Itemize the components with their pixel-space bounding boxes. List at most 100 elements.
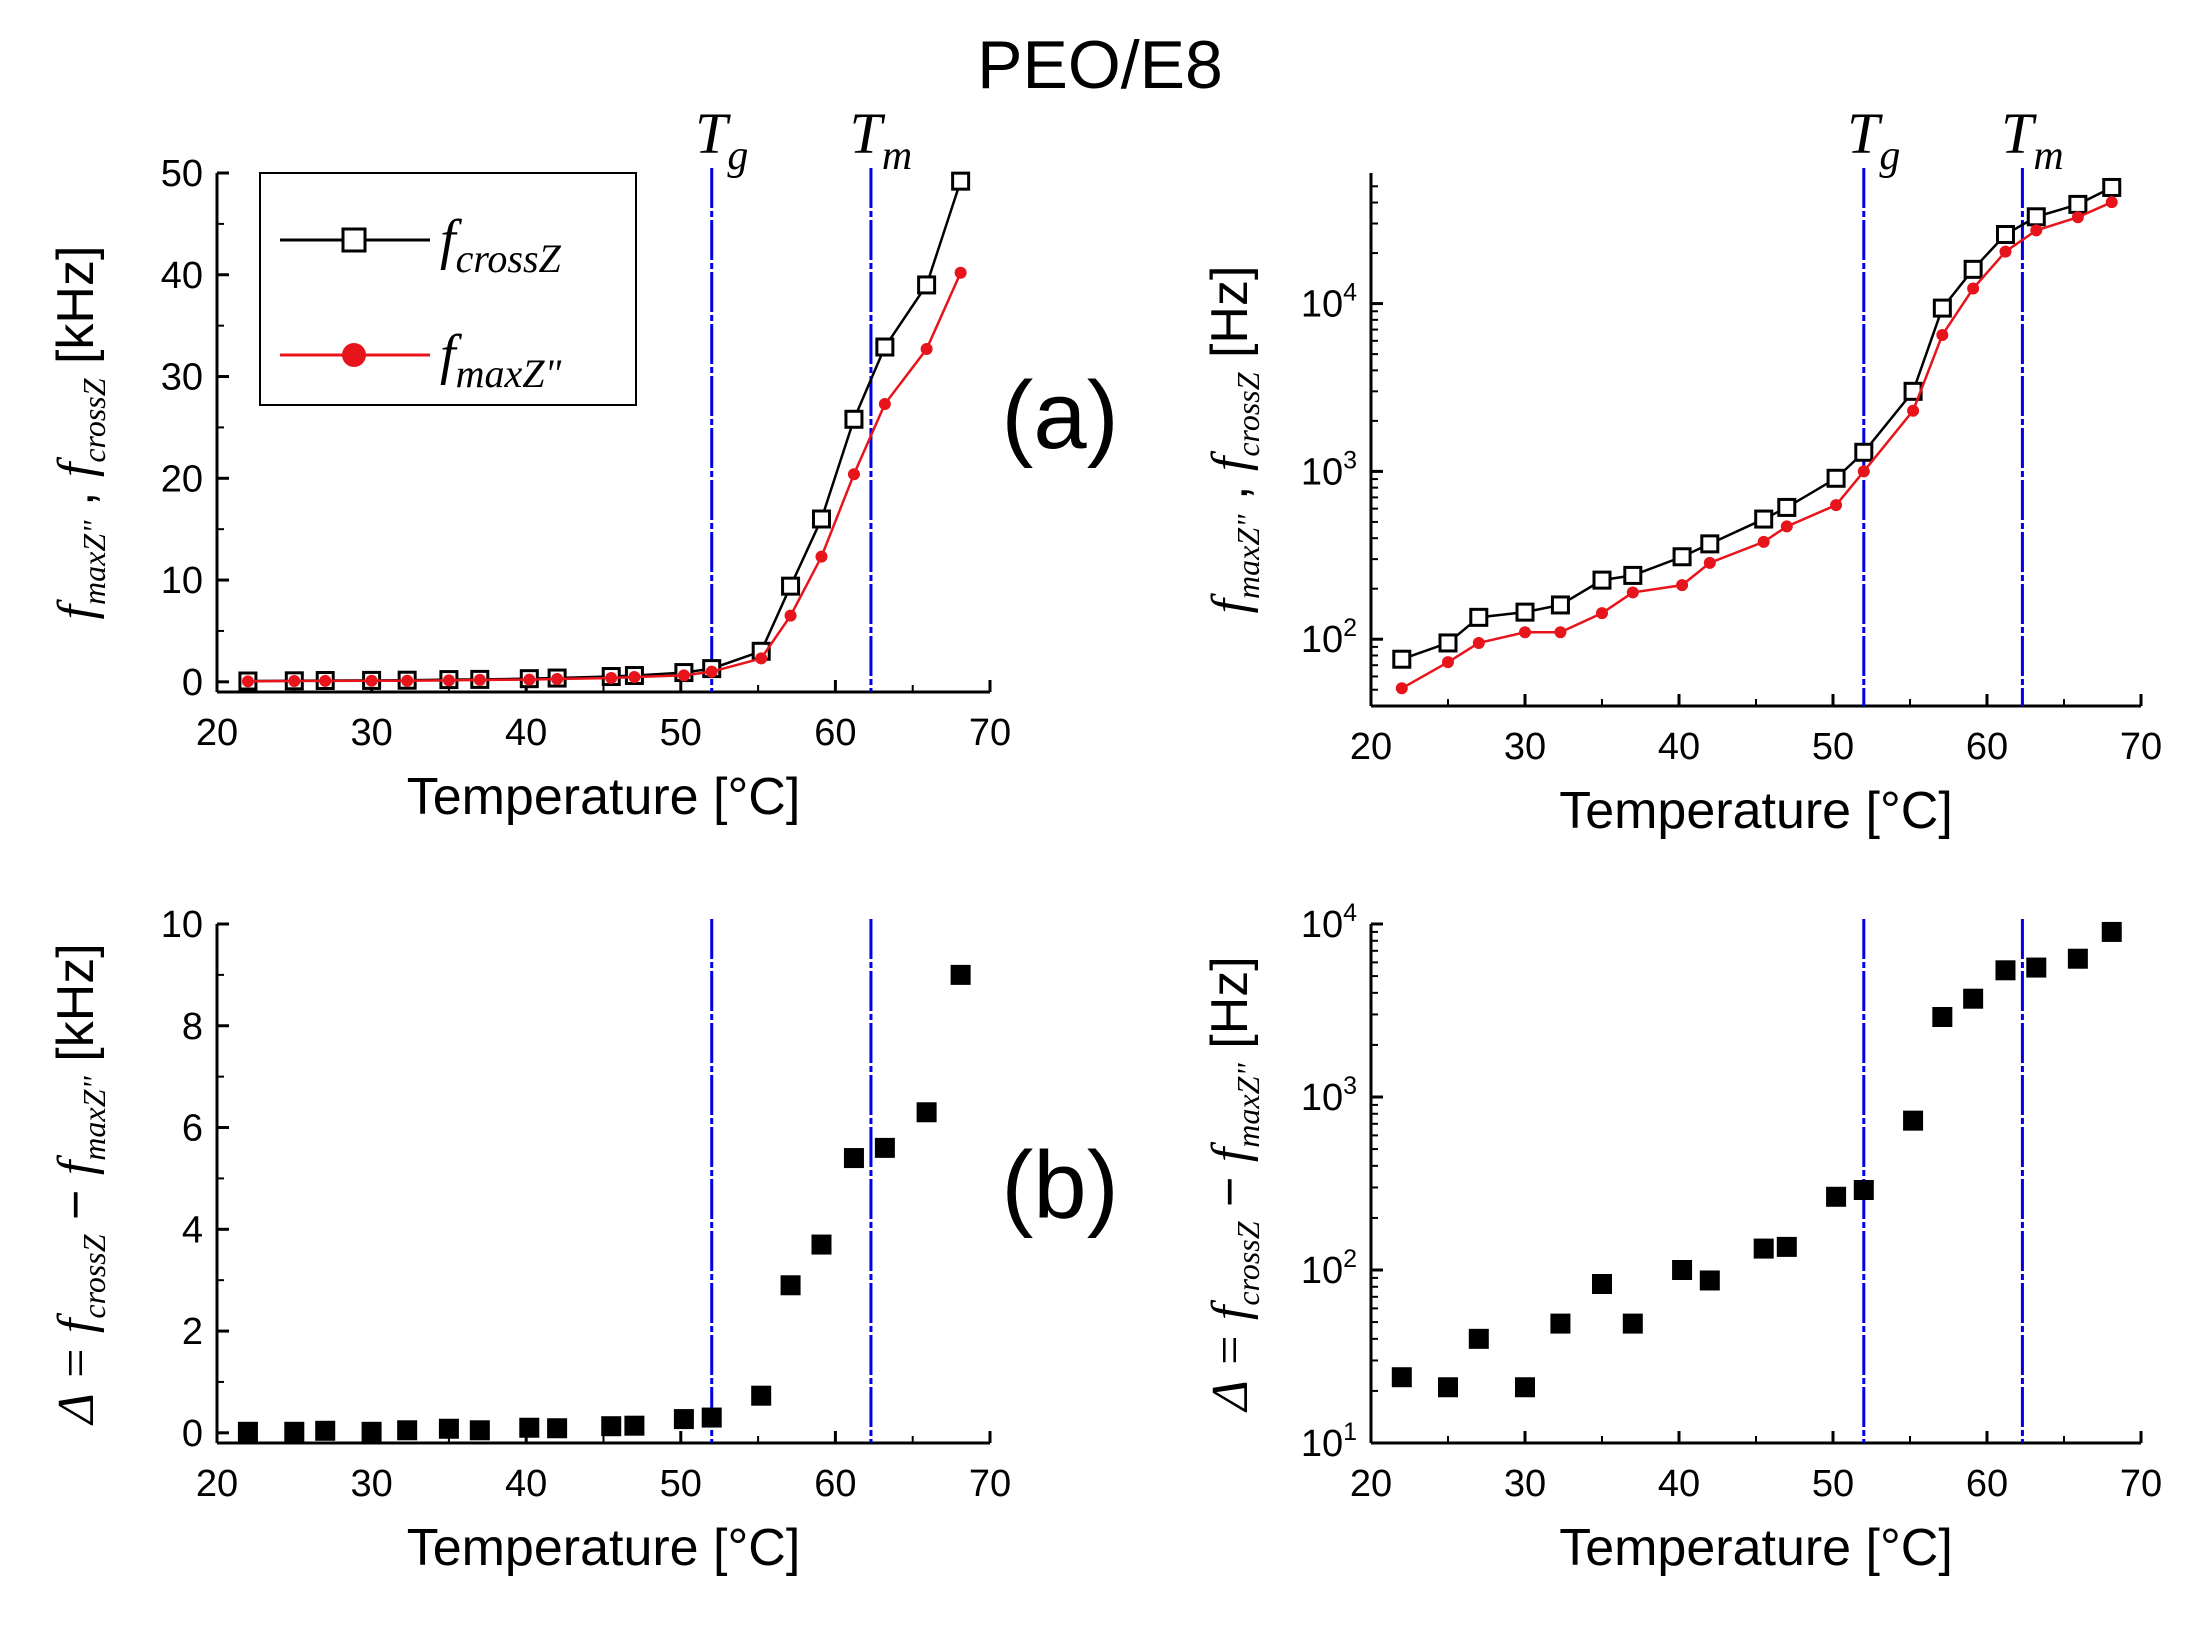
data-point [1854,442,1874,462]
data-point [1438,633,1458,653]
y-axis-label: Δ = fcrossZ − fmaxZ" [kHz] [47,943,112,1425]
data-point [1622,1313,1643,1334]
data-point [950,964,971,985]
data-point [917,275,937,295]
data-point [1472,636,1485,649]
data-point [2026,957,2047,978]
data-point [2030,224,2043,237]
panel-label: (b) [1001,1132,1118,1239]
chart-a_log: 20 30 40 50 60 70 102 103 104 Temperature [°C] fma… [1201,101,2162,840]
data-point [1515,602,1535,622]
data-point [2068,194,2088,214]
x-tick-label: 50 [660,1463,702,1505]
x-tick-label: 40 [505,1463,547,1505]
data-point [677,669,690,682]
legend-marker [341,227,367,253]
data-point [2067,948,2088,969]
data-point [361,1421,382,1442]
data-point [1826,1186,1847,1207]
x-tick-label: 50 [1812,726,1854,768]
data-point [815,550,828,563]
y-tick-label: 20 [161,458,203,500]
legend-label: fcrossZ [440,209,562,281]
data-point [284,1421,305,1442]
data-point [1753,1238,1774,1259]
data-point [705,665,718,678]
y-axis-label: fmaxZ" , fcrossZ [kHz] [47,246,112,620]
x-tick-label: 30 [1504,1463,1546,1505]
data-point [1700,534,1720,554]
data-point [1776,1236,1797,1257]
data-point [1623,565,1643,585]
data-point [951,171,971,191]
x-tick-label: 70 [969,1463,1011,1505]
data-point [843,1148,864,1169]
data-point [1438,1377,1458,1398]
x-tick-label: 20 [196,1463,238,1505]
y-tick-label: 2 [182,1311,203,1353]
data-point [954,266,967,279]
data-point [365,674,378,687]
vline-label: Tg [695,101,748,179]
data-point [751,1385,772,1406]
x-tick-label: 70 [969,712,1011,754]
data-point [315,1420,336,1441]
y-tick-label: 50 [161,153,203,195]
data-point [1391,1367,1412,1388]
vline-label: Tg [1847,101,1900,179]
data-point [1967,282,1980,295]
data-point [2071,211,2084,224]
data-point [1550,595,1570,615]
data-point [878,398,891,411]
x-tick-label: 60 [1966,726,2008,768]
y-tick-label: 104 [1301,899,1357,946]
data-point [237,1421,258,1442]
data-point [288,675,301,688]
data-point [1676,579,1689,592]
x-tick-label: 70 [2120,726,2162,768]
data-point [811,1234,832,1255]
legend-marker [342,343,366,367]
chart-b_log: 20 30 40 50 60 70 101 102 103 104 Temperature [°C]… [1201,899,2162,1577]
data-point [780,1275,801,1296]
x-tick-label: 50 [1812,1463,1854,1505]
data-point [1907,404,1920,417]
data-point [1777,497,1797,517]
data-point [875,337,895,357]
data-point [438,1418,459,1439]
data-point [1703,556,1716,569]
data-point [628,671,641,684]
data-point [1395,682,1408,695]
data-point [1754,509,1774,529]
x-axis-label: Temperature [°C] [407,768,801,826]
data-point [1995,960,2016,981]
data-point [1826,468,1846,488]
x-tick-label: 40 [1658,1463,1700,1505]
vline-label: Tm [850,101,913,179]
data-point [781,576,801,596]
data-point [241,675,254,688]
data-point [784,609,797,622]
x-tick-label: 30 [1504,726,1546,768]
data-point [916,1102,937,1123]
data-point [397,1420,418,1441]
data-point [2101,921,2122,942]
data-point [1932,1007,1953,1028]
data-point [605,671,618,684]
y-tick-label: 30 [161,357,203,399]
x-axis-label: Temperature [°C] [1559,782,1953,840]
y-axis-label: Δ = fcrossZ − fmaxZ" [Hz] [1201,956,1266,1412]
x-tick-label: 20 [1350,1463,1392,1505]
data-point [2105,196,2118,209]
y-tick-label: 104 [1301,279,1357,326]
x-tick-label: 60 [814,712,856,754]
data-point [1515,1377,1535,1398]
y-tick-label: 6 [182,1108,203,1150]
x-tick-label: 60 [814,1463,856,1505]
data-point [701,1407,722,1428]
data-point [1963,259,1983,279]
data-point [319,674,332,687]
data-point [1830,499,1843,512]
